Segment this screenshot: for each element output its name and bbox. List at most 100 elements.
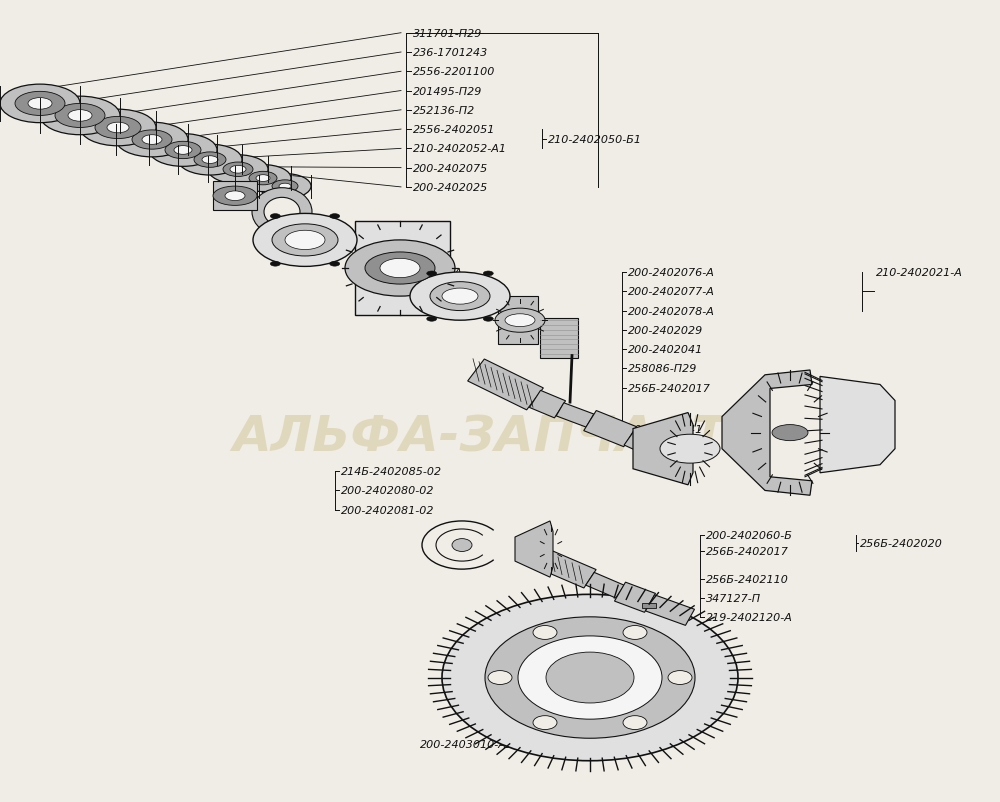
Ellipse shape — [223, 163, 253, 177]
Text: 236-1701243: 236-1701243 — [413, 48, 488, 58]
Polygon shape — [645, 595, 695, 626]
Polygon shape — [624, 429, 666, 459]
Ellipse shape — [174, 147, 192, 155]
Ellipse shape — [410, 273, 510, 321]
Ellipse shape — [668, 670, 692, 685]
Ellipse shape — [194, 152, 226, 168]
Text: 200-2402047-А: 200-2402047-А — [376, 268, 463, 277]
Ellipse shape — [264, 198, 300, 227]
Ellipse shape — [0, 85, 80, 124]
Ellipse shape — [483, 272, 493, 277]
Ellipse shape — [427, 317, 437, 322]
Ellipse shape — [116, 123, 188, 158]
Ellipse shape — [505, 314, 535, 327]
Bar — [540, 318, 578, 358]
Ellipse shape — [256, 176, 270, 182]
Ellipse shape — [518, 636, 662, 719]
Bar — [642, 603, 656, 609]
Polygon shape — [515, 521, 553, 577]
Text: 200-2402077-А: 200-2402077-А — [628, 287, 715, 297]
Polygon shape — [556, 403, 594, 427]
Text: 214Б-2402085-02: 214Б-2402085-02 — [341, 467, 442, 476]
Ellipse shape — [427, 272, 437, 277]
Text: 210-2402050-Б1: 210-2402050-Б1 — [548, 135, 642, 144]
Ellipse shape — [485, 617, 695, 739]
Text: 2556-2402051: 2556-2402051 — [413, 125, 495, 135]
Bar — [498, 297, 538, 345]
Ellipse shape — [533, 715, 557, 730]
Ellipse shape — [252, 188, 312, 237]
Text: 200-2402078-А: 200-2402078-А — [628, 306, 715, 316]
Text: АЛЬФА-ЗАПЧАСТИ: АЛЬФА-ЗАПЧАСТИ — [232, 413, 768, 461]
Ellipse shape — [546, 652, 634, 703]
Ellipse shape — [55, 104, 105, 128]
Ellipse shape — [442, 594, 738, 761]
Text: 256Б-2402020: 256Б-2402020 — [860, 539, 943, 549]
Text: 210-2402021-А: 210-2402021-А — [876, 268, 963, 277]
Ellipse shape — [80, 110, 156, 147]
Text: 200-2403010-А2: 200-2403010-А2 — [420, 739, 514, 749]
Ellipse shape — [272, 180, 298, 193]
Ellipse shape — [235, 165, 291, 192]
Text: 256Б-2402017: 256Б-2402017 — [628, 383, 711, 393]
Ellipse shape — [178, 145, 242, 176]
Ellipse shape — [202, 156, 218, 164]
Polygon shape — [633, 413, 693, 485]
Ellipse shape — [225, 192, 245, 201]
Ellipse shape — [208, 156, 268, 184]
Ellipse shape — [660, 435, 720, 464]
Ellipse shape — [279, 184, 291, 190]
Bar — [213, 182, 257, 211]
Ellipse shape — [430, 282, 490, 311]
Text: 200-2402075: 200-2402075 — [413, 164, 488, 173]
Ellipse shape — [107, 123, 129, 134]
Ellipse shape — [483, 317, 493, 322]
Ellipse shape — [550, 654, 630, 701]
Text: 200-2402029: 200-2402029 — [628, 326, 703, 335]
Ellipse shape — [365, 253, 435, 285]
Text: 258086-П29: 258086-П29 — [628, 364, 697, 374]
Text: 256Б-2402017: 256Б-2402017 — [706, 547, 789, 557]
Ellipse shape — [270, 214, 280, 219]
Ellipse shape — [249, 172, 277, 185]
Polygon shape — [524, 545, 596, 588]
Text: 2556-2201100: 2556-2201100 — [413, 67, 495, 77]
Text: 200-2402080-02: 200-2402080-02 — [341, 486, 434, 496]
Text: 252136-П2: 252136-П2 — [413, 106, 475, 115]
Text: 210-2402052-А1: 210-2402052-А1 — [413, 144, 507, 154]
Ellipse shape — [253, 214, 357, 267]
Text: 347127-П: 347127-П — [706, 593, 761, 603]
Ellipse shape — [95, 117, 141, 140]
Text: 200-2402060-Б: 200-2402060-Б — [706, 531, 793, 541]
Ellipse shape — [442, 289, 478, 305]
Ellipse shape — [562, 662, 618, 694]
Ellipse shape — [40, 97, 120, 136]
Ellipse shape — [230, 166, 246, 174]
Ellipse shape — [132, 131, 172, 150]
Ellipse shape — [213, 187, 257, 206]
Ellipse shape — [495, 309, 545, 333]
Ellipse shape — [15, 92, 65, 116]
Ellipse shape — [28, 99, 52, 110]
Polygon shape — [468, 359, 543, 411]
Ellipse shape — [533, 626, 557, 640]
Ellipse shape — [772, 425, 808, 441]
Text: 219-2402120-А: 219-2402120-А — [706, 613, 793, 622]
Polygon shape — [722, 371, 812, 496]
Polygon shape — [820, 377, 895, 473]
Text: 200-2402081-02: 200-2402081-02 — [341, 505, 434, 515]
Ellipse shape — [270, 262, 280, 267]
Text: 201495-П29: 201495-П29 — [413, 87, 482, 96]
Ellipse shape — [272, 225, 338, 257]
Polygon shape — [615, 582, 655, 613]
Ellipse shape — [259, 174, 311, 200]
Ellipse shape — [488, 670, 512, 685]
Ellipse shape — [345, 241, 455, 297]
Text: 311701-П29: 311701-П29 — [413, 29, 482, 38]
Ellipse shape — [330, 214, 340, 219]
Ellipse shape — [149, 135, 217, 167]
Ellipse shape — [330, 262, 340, 267]
Text: 256Б-2402110: 256Б-2402110 — [706, 574, 789, 584]
Text: 200-2402025: 200-2402025 — [413, 183, 488, 192]
Text: 210-2402049-А: 210-2402049-А — [376, 287, 463, 297]
